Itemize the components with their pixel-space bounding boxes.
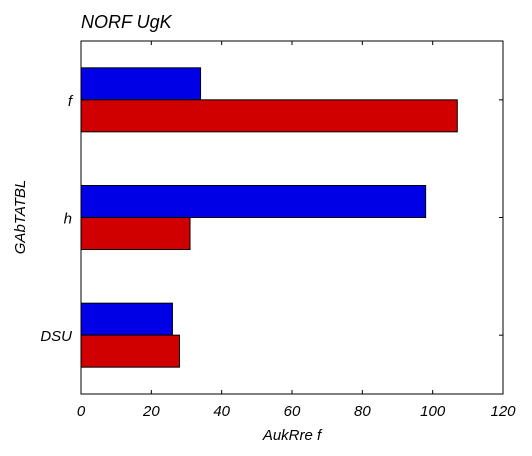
bar-blue-2: [81, 303, 172, 335]
bar-red-0: [81, 100, 457, 132]
x-tick-label: 20: [142, 403, 160, 420]
bar-blue-0: [81, 68, 201, 100]
y-tick-label: DSU: [40, 328, 72, 345]
chart-title: NORF UgK: [81, 12, 173, 32]
y-tick-label: f: [68, 93, 74, 110]
x-tick-label: 100: [420, 403, 446, 420]
y-axis-label: GAbTATBL: [12, 180, 29, 254]
x-tick-label: 120: [490, 403, 516, 420]
x-axis-label: AukRre f: [262, 427, 323, 444]
y-tick-label: h: [64, 211, 72, 228]
x-tick-label: 0: [77, 403, 86, 420]
x-tick-label: 80: [354, 403, 371, 420]
bars: [81, 68, 457, 367]
bar-red-2: [81, 335, 179, 367]
x-tick-label: 60: [284, 403, 301, 420]
plot-area: 0 20 40 60 80 100 120 f h DSU: [40, 41, 516, 420]
x-tick-label: 40: [213, 403, 230, 420]
bar-red-1: [81, 218, 190, 250]
bar-blue-1: [81, 186, 426, 218]
